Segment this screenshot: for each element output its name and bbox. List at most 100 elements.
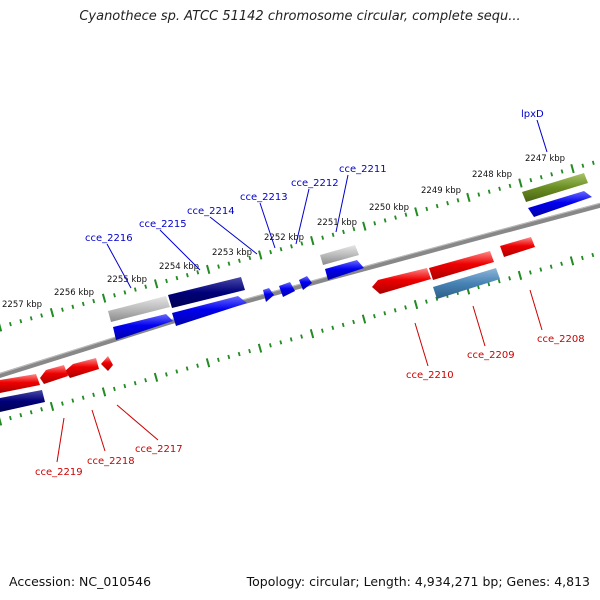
major-tick: [153, 372, 159, 382]
gene-label-cce-2218: cce_2218: [87, 456, 135, 467]
major-tick: [49, 401, 55, 412]
minor-tick: [456, 198, 460, 203]
minor-tick: [560, 261, 564, 266]
minor-tick: [113, 293, 116, 298]
minor-tick: [123, 383, 127, 389]
gene-feature-lpxD-cds[interactable]: [528, 191, 592, 217]
accession-text: Accession: NC_010546: [9, 574, 152, 589]
gene-feature-2209-cds[interactable]: [433, 268, 500, 299]
minor-tick: [92, 392, 96, 397]
gene-feature-2210[interactable]: [372, 268, 431, 294]
major-tick: [0, 323, 3, 332]
bottom-gene-leaders: [56, 289, 543, 463]
major-tick: [310, 236, 315, 246]
minor-tick: [393, 308, 397, 313]
minor-tick: [404, 305, 408, 310]
minor-tick: [60, 401, 64, 406]
minor-tick: [196, 363, 200, 368]
major-tick: [569, 256, 575, 266]
minor-tick: [29, 410, 33, 415]
scale-label: 2252 kbp: [264, 233, 304, 243]
minor-tick: [81, 301, 85, 307]
forward-strand-genes[interactable]: [108, 173, 592, 340]
minor-tick: [279, 247, 283, 252]
gene-label-cce-2214: cce_2214: [187, 206, 235, 217]
scale-label: 2247 kbp: [525, 154, 565, 164]
gene-feature-2219-cds[interactable]: [0, 390, 45, 412]
reverse-strand-genes[interactable]: [0, 237, 535, 412]
minor-tick: [539, 175, 543, 180]
gene-label-cce-2209: cce_2209: [467, 350, 515, 361]
minor-tick: [216, 357, 220, 363]
minor-tick: [497, 279, 501, 284]
gene-feature-2219-gene[interactable]: [0, 374, 40, 393]
minor-tick: [424, 299, 428, 304]
gene-feature-2208[interactable]: [500, 237, 535, 257]
minor-tick: [71, 398, 75, 403]
minor-tick: [165, 278, 168, 284]
gene-feature-2216-cds[interactable]: [113, 314, 173, 340]
minor-tick: [580, 255, 584, 261]
gene-feature-2214[interactable]: [263, 288, 274, 302]
gene-feature-2212[interactable]: [299, 276, 312, 290]
gene-feature-2215-cds[interactable]: [172, 296, 247, 326]
gene-label-cce-2210: cce_2210: [406, 370, 454, 381]
minor-tick: [487, 189, 491, 194]
minor-tick: [237, 351, 241, 357]
scale-label: 2256 kbp: [54, 288, 94, 298]
minor-tick: [175, 275, 179, 281]
major-tick: [101, 387, 107, 397]
minor-tick: [185, 272, 189, 278]
map-title: Cyanothece sp. ATCC 51142 chromosome cir…: [79, 9, 521, 24]
gene-feature-2213[interactable]: [279, 282, 295, 297]
minor-tick: [248, 348, 252, 354]
gene-feature-2215-gene[interactable]: [168, 277, 245, 308]
minor-tick: [269, 249, 273, 255]
gene-feature-lpxD-gene[interactable]: [522, 173, 588, 202]
gene-label-cce-2213: cce_2213: [240, 192, 288, 203]
gene-feature-2218[interactable]: [65, 358, 99, 378]
major-tick: [361, 314, 367, 324]
gene-label-cce-2211: cce_2211: [339, 164, 387, 175]
gene-feature-2211-cds[interactable]: [325, 260, 364, 280]
scale-label: 2249 kbp: [421, 186, 461, 196]
minor-tick: [144, 378, 148, 383]
minor-tick: [383, 218, 387, 223]
top-gene-leaders: [106, 119, 548, 289]
minor-tick: [352, 226, 356, 232]
minor-tick: [300, 241, 304, 246]
gene-feature-2217[interactable]: [101, 356, 113, 371]
minor-tick: [591, 252, 595, 258]
bottom-gene-labels: cce_2208 cce_2209 cce_2210 cce_2217 cce_…: [35, 334, 585, 478]
gene-label-cce-2212: cce_2212: [291, 178, 339, 189]
major-tick: [362, 221, 367, 231]
scale-label: 2257 kbp: [2, 300, 42, 310]
top-scale-ticks: [0, 160, 595, 332]
minor-tick: [498, 186, 502, 191]
major-tick: [413, 299, 419, 310]
minor-tick: [175, 369, 179, 374]
minor-tick: [40, 313, 44, 318]
minor-tick: [112, 386, 116, 392]
gene-feature-2209-gene[interactable]: [429, 251, 494, 280]
major-tick: [0, 417, 3, 426]
gene-feature-2211-gene[interactable]: [320, 245, 359, 265]
major-tick: [205, 358, 211, 368]
minor-tick: [591, 160, 595, 166]
scale-label: 2248 kbp: [472, 170, 512, 180]
major-tick: [517, 270, 523, 281]
minor-tick: [144, 284, 148, 289]
minor-tick: [446, 201, 449, 206]
minor-tick: [81, 395, 85, 400]
minor-tick: [508, 183, 512, 189]
major-tick: [518, 178, 523, 188]
minor-tick: [268, 343, 272, 348]
major-tick: [466, 192, 471, 203]
gene-label-cce-2219: cce_2219: [35, 467, 83, 478]
scale-label: 2251 kbp: [317, 218, 357, 228]
gene-feature-2216-gene[interactable]: [108, 296, 170, 322]
major-tick: [49, 307, 55, 318]
gene-feature-2218b[interactable]: [40, 365, 68, 384]
minor-tick: [435, 296, 439, 301]
